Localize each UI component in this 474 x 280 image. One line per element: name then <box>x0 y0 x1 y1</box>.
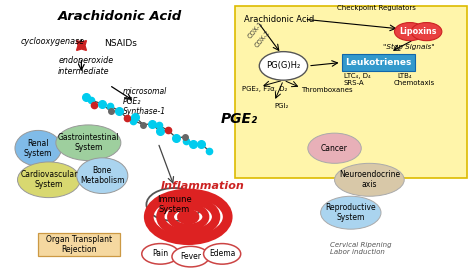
Text: Thromboxanes: Thromboxanes <box>301 87 353 93</box>
Text: COX-2: COX-2 <box>254 29 271 48</box>
Text: LTC₄, D₄: LTC₄, D₄ <box>344 73 371 79</box>
Text: NSAIDs: NSAIDs <box>105 39 137 48</box>
Text: COX-1: COX-1 <box>247 21 264 40</box>
Ellipse shape <box>142 244 179 264</box>
Ellipse shape <box>18 162 80 198</box>
Text: Neuroendocrine
axis: Neuroendocrine axis <box>339 170 400 190</box>
FancyBboxPatch shape <box>235 6 467 178</box>
Ellipse shape <box>320 196 381 229</box>
Text: Chemotaxis: Chemotaxis <box>394 80 435 86</box>
Ellipse shape <box>56 125 121 161</box>
Text: LTB₄: LTB₄ <box>397 73 412 79</box>
Text: Immune
System: Immune System <box>157 195 191 214</box>
Ellipse shape <box>335 163 404 196</box>
Circle shape <box>394 23 425 41</box>
Text: SRS-A: SRS-A <box>344 80 365 86</box>
Text: endoperoxide
intermediate: endoperoxide intermediate <box>58 56 113 76</box>
Circle shape <box>259 52 308 80</box>
Ellipse shape <box>172 246 209 267</box>
Circle shape <box>149 193 228 240</box>
Circle shape <box>146 188 202 221</box>
Text: Inflammation: Inflammation <box>160 181 244 191</box>
Text: Checkpoint Regulators: Checkpoint Regulators <box>337 5 416 11</box>
Ellipse shape <box>308 133 361 163</box>
Ellipse shape <box>77 158 128 193</box>
Text: Organ Transplant
Rejection: Organ Transplant Rejection <box>46 235 112 254</box>
Text: cyclooxygenase: cyclooxygenase <box>21 37 85 46</box>
Text: Edema: Edema <box>209 249 235 258</box>
Text: PGI₂: PGI₂ <box>274 103 289 109</box>
Ellipse shape <box>15 130 62 166</box>
Text: Lipoxins: Lipoxins <box>400 27 437 36</box>
FancyBboxPatch shape <box>342 54 415 71</box>
Text: Pain: Pain <box>152 249 168 258</box>
Text: Renal
System: Renal System <box>24 139 52 158</box>
Text: Gastrointestinal
System: Gastrointestinal System <box>57 133 119 152</box>
Text: PG(G)H₂: PG(G)H₂ <box>266 61 301 70</box>
Text: microsomal
PGE₂
Synthase-1: microsomal PGE₂ Synthase-1 <box>123 87 167 116</box>
Text: "Stop Signals": "Stop Signals" <box>383 44 435 50</box>
Text: PGE₂: PGE₂ <box>221 113 258 127</box>
FancyBboxPatch shape <box>38 233 120 256</box>
Text: Reproductive
System: Reproductive System <box>326 203 376 222</box>
Text: Fever: Fever <box>180 252 201 261</box>
Ellipse shape <box>203 244 241 264</box>
Circle shape <box>180 212 197 222</box>
Text: Leukotrienes: Leukotrienes <box>346 58 412 67</box>
Text: Bone
Metabolism: Bone Metabolism <box>80 166 125 185</box>
Circle shape <box>411 23 442 41</box>
Text: Cancer: Cancer <box>321 144 348 153</box>
Text: PGE₂, F₂α, D₂: PGE₂, F₂α, D₂ <box>242 86 287 92</box>
Text: Cardiovascular
System: Cardiovascular System <box>20 170 78 190</box>
Text: Arachidonic Acid: Arachidonic Acid <box>244 15 314 24</box>
Text: Cervical Ripening
Labor induction: Cervical Ripening Labor induction <box>330 242 392 255</box>
Text: Arachidonic Acid: Arachidonic Acid <box>58 10 182 23</box>
